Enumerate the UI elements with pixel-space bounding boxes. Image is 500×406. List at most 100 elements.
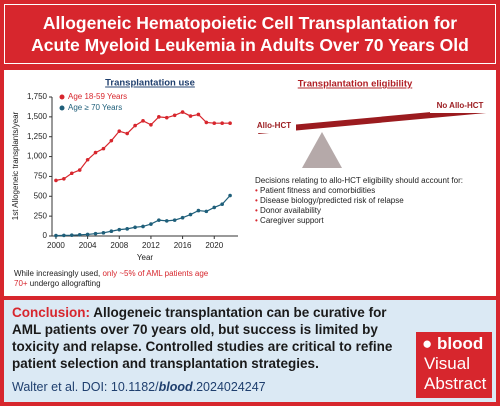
point	[172, 218, 177, 222]
panel	[4, 70, 496, 296]
right-box	[430, 98, 490, 113]
point	[141, 224, 145, 229]
citation-journal: blood	[158, 380, 193, 394]
y-tick-label: 1,750	[27, 92, 48, 101]
point	[212, 121, 217, 126]
y-tick-label: 500	[34, 191, 48, 200]
citation-text: Walter et al. DOI: 10.1182/	[12, 380, 159, 394]
x-tick-label: 2000	[47, 241, 65, 250]
logo: ● blood Visual Abstract	[416, 332, 492, 398]
legend-label: Age 18-59 Years	[68, 92, 127, 101]
point	[188, 212, 193, 217]
point	[117, 129, 122, 133]
caption: While increasingly used, only ~5% of AML…	[14, 269, 214, 289]
y-label: 1st Allogeneic transplants/year	[11, 111, 20, 220]
point	[109, 229, 114, 234]
point	[149, 123, 153, 127]
conclusion-text: Allogeneic transplantation can be curati…	[12, 305, 393, 371]
bullet: • Patient fitness and comorbidities	[255, 186, 376, 195]
x-tick-label: 2008	[110, 241, 128, 250]
citation: Walter et al. DOI: 10.1182/blood.2024024…	[12, 380, 266, 394]
y-tick-label: 250	[34, 211, 48, 220]
point	[196, 112, 201, 117]
left-box	[252, 118, 296, 133]
point	[172, 113, 177, 118]
point	[77, 233, 82, 237]
point	[62, 177, 66, 181]
point	[164, 115, 169, 120]
point	[133, 123, 137, 128]
legend-marker	[59, 105, 65, 111]
caption-text: undergo allografting	[27, 279, 101, 288]
x-tick-label: 2016	[174, 241, 192, 250]
eligibility-text: Decisions relating to allo-HCT eligibili…	[255, 176, 465, 226]
point	[180, 110, 185, 114]
point	[164, 219, 169, 223]
bullet-text: Caregiver support	[260, 216, 324, 225]
y-tick-label: 1,250	[27, 132, 48, 141]
y-tick-label: 750	[34, 172, 48, 181]
point	[93, 231, 98, 236]
point	[69, 171, 74, 176]
x-tick-label: 2020	[205, 241, 223, 250]
point	[180, 215, 185, 220]
point	[157, 115, 161, 119]
y-tick-label: 1,000	[27, 152, 48, 161]
point	[85, 157, 90, 162]
left-label: Allo-HCT	[257, 121, 291, 130]
point	[117, 227, 122, 232]
footer: Conclusion: Allogeneic transplantation c…	[4, 300, 496, 402]
point	[220, 121, 224, 126]
bullet: • Donor availability	[255, 206, 321, 215]
point	[196, 208, 201, 213]
conclusion-label: Conclusion:	[12, 305, 90, 320]
legend-label: Age ≥ 70 Years	[68, 103, 122, 112]
point	[54, 233, 58, 238]
point	[228, 121, 232, 126]
eligibility-title: Transplantation eligibility	[298, 79, 413, 90]
x-tick-label: 2012	[142, 241, 160, 250]
point	[125, 227, 129, 231]
title: Allogeneic Hematopoietic Cell Transplant…	[31, 13, 469, 55]
bullet-text: Donor availability	[260, 206, 321, 215]
x-label: Year	[137, 253, 154, 262]
point	[69, 233, 74, 238]
bullet-text: Patient fitness and comorbidities	[260, 186, 376, 195]
logo-word: blood	[437, 334, 484, 353]
x-tick-label: 2004	[79, 241, 97, 250]
legend-marker	[59, 94, 65, 100]
logo-visual: Visual	[424, 354, 470, 373]
fulcrum	[302, 132, 342, 168]
bullet: • Disease biology/predicted risk of rela…	[255, 196, 404, 205]
logo-abstract: Abstract	[424, 374, 487, 393]
point	[85, 232, 90, 237]
caption-highlight: only ~5% of AML patients age 70+	[14, 269, 209, 288]
point	[133, 225, 137, 230]
right-label: No Allo-HCT	[437, 101, 484, 110]
caption-text: While increasingly used,	[14, 269, 103, 278]
conclusion: Conclusion: Allogeneic transplantation c…	[12, 304, 412, 372]
point	[220, 202, 224, 207]
point	[149, 222, 153, 226]
point	[204, 209, 209, 214]
point	[212, 205, 217, 210]
point	[77, 168, 82, 172]
point	[54, 178, 58, 183]
citation-text: .2024024247	[192, 380, 266, 394]
point	[93, 150, 98, 155]
y-tick-label: 1,500	[27, 112, 48, 121]
point	[125, 131, 129, 136]
point	[62, 233, 66, 238]
point	[188, 114, 193, 118]
chart-title: Transplantation use	[105, 78, 195, 89]
bullet: • Caregiver support	[255, 216, 324, 225]
logo-journal: ● blood	[422, 334, 484, 353]
bullet-text: Disease biology/predicted risk of relaps…	[260, 196, 404, 205]
point	[228, 193, 232, 198]
series-line	[55, 195, 231, 237]
point	[109, 138, 114, 143]
point	[157, 218, 161, 222]
point	[204, 120, 209, 125]
point	[101, 231, 106, 235]
